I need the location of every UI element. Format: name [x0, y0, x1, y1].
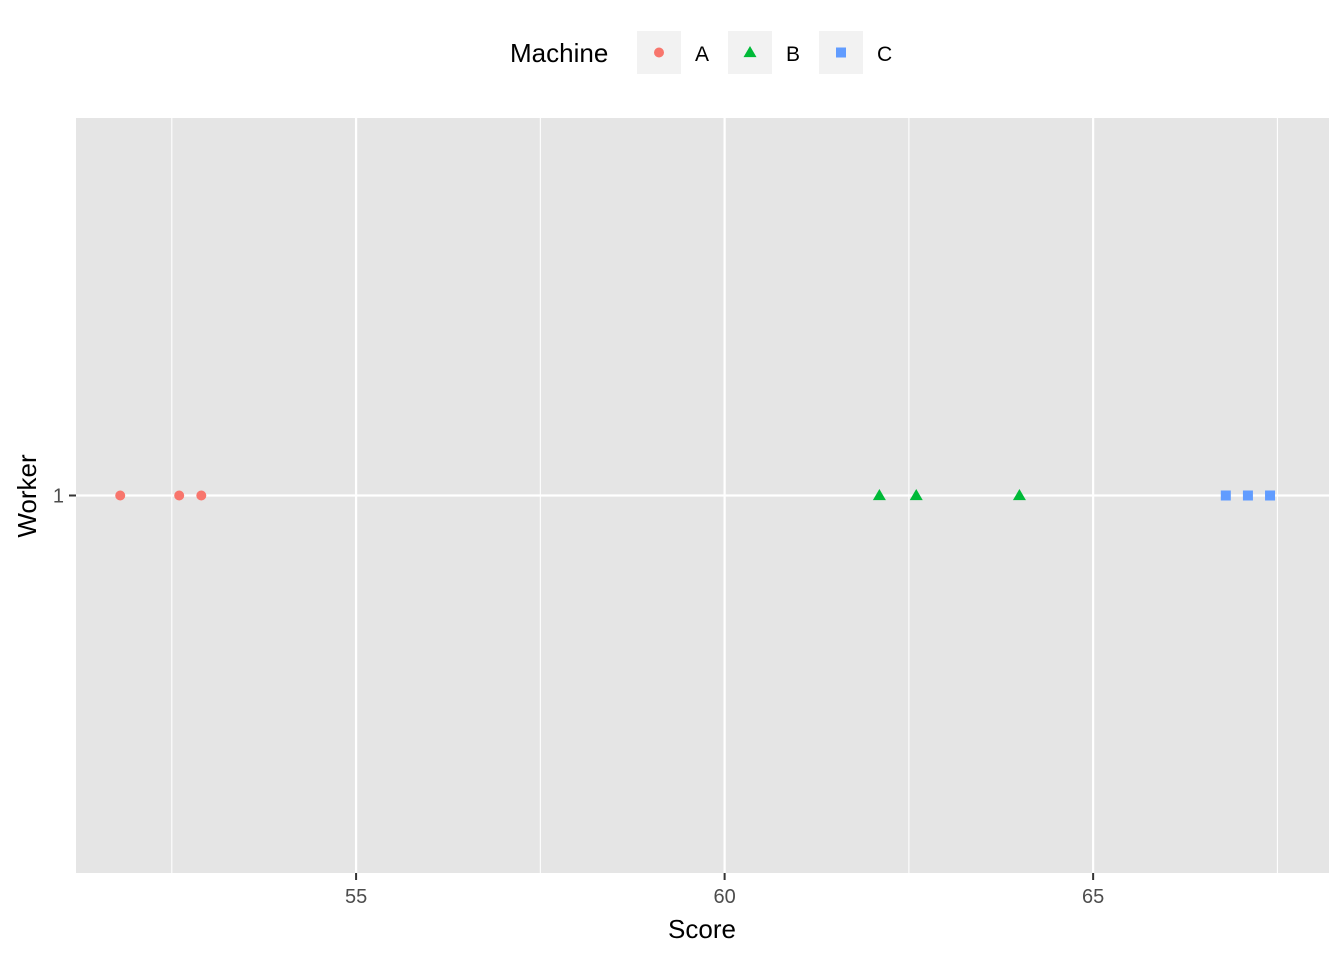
data-point-b	[872, 489, 886, 501]
x-axis-title: Score	[668, 914, 736, 944]
legend-label-c: C	[877, 43, 892, 66]
legend-label-b: B	[786, 43, 800, 66]
data-points	[115, 489, 1276, 501]
data-point-a	[174, 490, 185, 501]
data-point-b	[909, 489, 923, 501]
data-point-a	[196, 490, 207, 501]
legend-symbol-c	[836, 47, 846, 58]
data-point-c	[1265, 490, 1276, 501]
legend-label-a: A	[695, 43, 709, 66]
data-point-b	[1012, 489, 1026, 501]
data-point-a	[115, 490, 126, 501]
y-axis: 1	[53, 486, 76, 508]
x-tick-label: 65	[1082, 886, 1104, 908]
major-gridlines	[76, 118, 1329, 873]
x-tick-label: 60	[713, 886, 735, 908]
legend: Machine A B C	[510, 31, 892, 74]
y-axis-title: Worker	[12, 454, 42, 538]
data-point-c	[1242, 490, 1253, 501]
legend-symbol-a	[654, 47, 664, 58]
legend-title: Machine	[510, 38, 608, 68]
legend-symbol-b	[743, 46, 757, 58]
x-axis: 55 60 65	[345, 873, 1104, 908]
y-tick-label: 1	[53, 486, 64, 508]
data-point-c	[1220, 490, 1231, 501]
x-tick-label: 55	[345, 886, 367, 908]
